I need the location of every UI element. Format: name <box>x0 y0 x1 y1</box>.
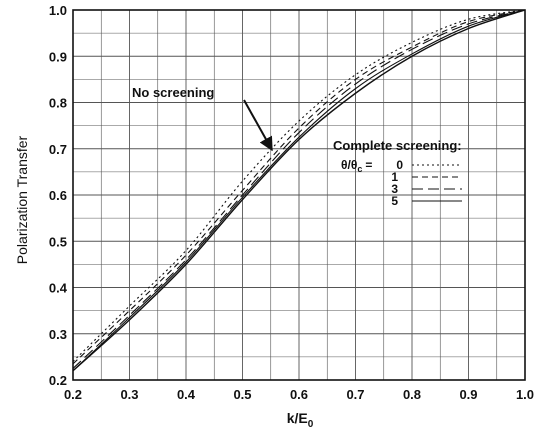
x-tick-label: 0.3 <box>120 387 138 402</box>
legend-value-label: 0 <box>396 158 403 172</box>
y-tick-label: 0.2 <box>49 373 67 388</box>
y-tick-label: 0.6 <box>49 188 67 203</box>
complete-screening-label: Complete screening: <box>333 138 462 153</box>
legend-value-label: 3 <box>391 182 398 196</box>
legend-eq: = <box>365 158 372 172</box>
x-tick-label: 0.9 <box>459 387 477 402</box>
grid-lines <box>72 9 526 381</box>
x-tick-label: 0.4 <box>177 387 196 402</box>
legend-theta-ratio-label: θ/θc = <box>341 158 372 174</box>
no-screening-annotation: No screening <box>132 85 214 100</box>
y-tick-label: 0.3 <box>49 327 67 342</box>
series-lines <box>72 9 526 372</box>
no-screening-arrow <box>243 99 273 152</box>
x-tick-label: 0.7 <box>346 387 364 402</box>
plot-frame <box>72 9 526 381</box>
y-tick-label: 0.8 <box>49 96 67 111</box>
series-line-theta-1 <box>72 9 526 365</box>
x-axis-title-sub: 0 <box>308 419 314 430</box>
y-tick-label: 0.5 <box>49 234 67 249</box>
tick-labels: 0.2 0.3 0.4 0.5 0.6 0.7 0.8 0.9 1.0 0.2 0.3 0.4 0.5 0… <box>49 3 534 402</box>
legend-value-label: 5 <box>391 194 398 208</box>
x-tick-label: 0.5 <box>233 387 251 402</box>
y-tick-label: 0.7 <box>49 142 67 157</box>
x-tick-label: 1.0 <box>516 387 534 402</box>
x-axis-title-main: k/E <box>287 410 308 426</box>
y-tick-label: 1.0 <box>49 3 67 18</box>
x-tick-label: 0.8 <box>403 387 421 402</box>
series-line-theta-3 <box>72 9 526 369</box>
x-axis-title: k/E0 <box>287 410 314 430</box>
y-axis-title: Polarization Transfer <box>14 135 30 264</box>
series-line-theta-5 <box>72 9 526 372</box>
x-tick-label: 0.2 <box>64 387 82 402</box>
series-line-no-screening <box>72 9 526 372</box>
y-tick-label: 0.4 <box>49 281 68 296</box>
y-tick-label: 0.9 <box>49 49 67 64</box>
legend-theta-ratio: θ/θ <box>341 158 357 172</box>
legend-theta-sub: c <box>357 164 362 174</box>
x-tick-label: 0.6 <box>290 387 308 402</box>
legend-value-label: 1 <box>391 170 398 184</box>
